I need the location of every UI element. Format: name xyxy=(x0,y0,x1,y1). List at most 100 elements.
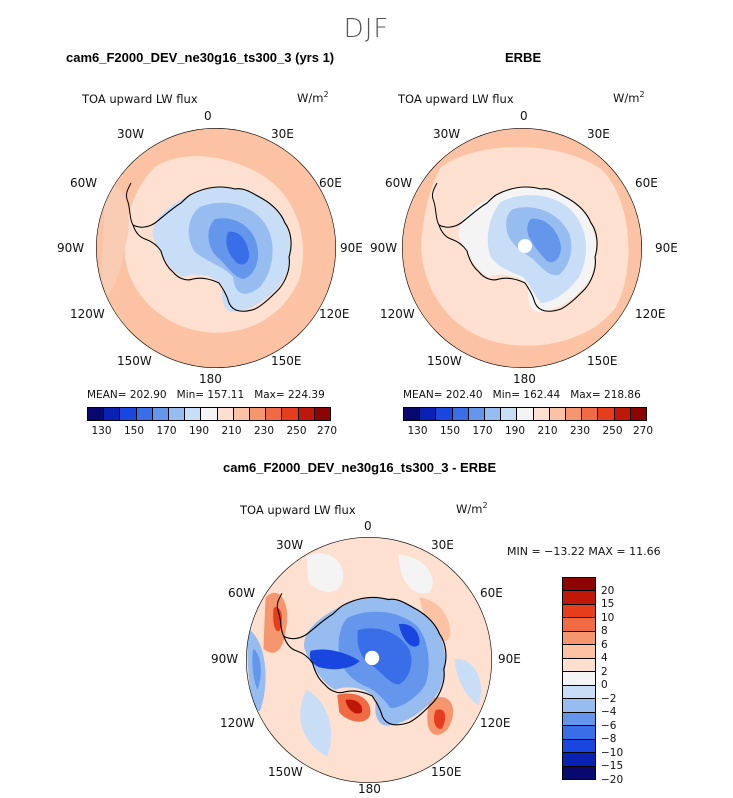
panel2-cb-label: 170 xyxy=(472,425,493,437)
panel2-lon-150w: 150W xyxy=(427,354,462,368)
diff-cb-label: −6 xyxy=(601,719,617,732)
season-title: DJF xyxy=(343,14,390,44)
panel2-lon-180: 180 xyxy=(513,372,536,386)
panel1-colorbar-swatch xyxy=(250,408,267,420)
panel2-colorbar-swatch xyxy=(485,408,502,420)
diff-cb-label: 10 xyxy=(601,611,615,624)
diff-cb-label: 4 xyxy=(601,652,608,664)
diff-lon-60w: 60W xyxy=(228,586,256,600)
panel2-title: ERBE xyxy=(505,50,542,65)
panel1-cb-label: 210 xyxy=(221,425,242,437)
diff-colorbar-swatch xyxy=(563,658,595,673)
panel1-lon-120w: 120W xyxy=(70,307,105,321)
diff-panel-minmax: MIN = −13.22 MAX = 11.66 xyxy=(507,545,661,558)
panel2-colorbar xyxy=(403,407,647,421)
diff-cb-label: −4 xyxy=(601,706,617,718)
panel1-colorbar-swatch xyxy=(282,408,299,420)
panel1-colorbar-swatch xyxy=(298,408,315,420)
diff-lon-30w: 30W xyxy=(276,538,304,552)
panel1-lon-150w: 150W xyxy=(117,354,152,368)
diff-colorbar-swatch xyxy=(563,618,595,632)
diff-cb-label: −10 xyxy=(601,746,624,759)
panel1-colorbar-swatch xyxy=(201,408,218,420)
diff-colorbar-swatch xyxy=(563,578,595,592)
diff-colorbar-swatch xyxy=(563,726,595,740)
diff-panel-title: cam6_F2000_DEV_ne30g16_ts300_3 - ERBE xyxy=(223,460,497,475)
panel1-cb-label: 270 xyxy=(316,425,338,437)
panel1-variable-label: TOA upward LW flux xyxy=(82,92,198,106)
panel2-lon-150e: 150E xyxy=(587,354,618,368)
panel2-colorbar-swatch xyxy=(420,408,437,420)
diff-colorbar-swatch xyxy=(563,645,595,659)
diff-colorbar-swatch xyxy=(563,766,595,780)
panel1-colorbar-swatch xyxy=(266,408,283,420)
diff-panel-variable-label: TOA upward LW flux xyxy=(240,503,356,517)
diff-cb-label: 20 xyxy=(601,584,615,597)
panel2-stats: MEAN= 202.40 Min= 162.44 Max= 218.86 xyxy=(403,389,641,401)
diff-cb-label: 0 xyxy=(601,679,608,691)
panel2-polar-map xyxy=(402,128,642,368)
panel2-units: W/m2 xyxy=(613,90,645,105)
panel2-colorbar-swatch xyxy=(468,408,486,420)
diff-lon-60e: 60E xyxy=(480,586,503,600)
diff-cb-label: −20 xyxy=(601,773,624,786)
diff-colorbar-swatch xyxy=(563,739,595,754)
panel2-lon-120w: 120W xyxy=(380,307,415,321)
panel1-lon-120e: 120E xyxy=(319,307,350,321)
diff-colorbar-labels: 20 15 10 8 6 4 2 0 −2 −4 −6 −8 −10 −15 −… xyxy=(601,577,641,786)
panel2-colorbar-swatch xyxy=(549,408,567,420)
diff-colorbar-swatch xyxy=(563,699,595,713)
panel2-colorbar-swatch xyxy=(614,408,631,420)
panel1-colorbar-swatch xyxy=(104,408,121,420)
panel1-cb-label: 190 xyxy=(188,425,210,437)
diff-colorbar-swatch xyxy=(563,753,595,767)
panel1-lon-90e: 90E xyxy=(340,241,363,255)
panel2-colorbar-swatch xyxy=(501,408,518,420)
diff-colorbar-swatch xyxy=(563,604,595,619)
panel2-colorbar-swatch xyxy=(582,408,599,420)
panel1-colorbar-swatch xyxy=(120,408,137,420)
panel1-lon-60w: 60W xyxy=(70,176,98,190)
diff-lon-90e: 90E xyxy=(498,652,521,666)
diff-lon-120e: 120E xyxy=(480,716,511,730)
panel2-colorbar-swatch xyxy=(533,408,550,420)
panel1-polar-map xyxy=(96,128,336,368)
panel2-lon-60e: 60E xyxy=(635,176,658,190)
panel1-cb-label: 230 xyxy=(253,425,275,437)
panel2-lon-0: 0 xyxy=(520,109,528,123)
panel1-colorbar-swatch xyxy=(314,408,331,420)
panel2-cb-label: 230 xyxy=(569,425,591,437)
diff-cb-label: −8 xyxy=(601,733,617,745)
diff-panel-polar-map xyxy=(246,537,492,783)
diff-cb-label: 15 xyxy=(601,598,615,610)
panel2-cb-label: 190 xyxy=(504,425,526,437)
diff-colorbar-swatch xyxy=(563,631,595,646)
diff-lon-150w: 150W xyxy=(268,765,303,779)
diff-cb-label: −15 xyxy=(601,760,624,772)
panel1-lon-90w: 90W xyxy=(57,241,85,255)
panel1-colorbar-swatch xyxy=(233,408,251,420)
panel2-lon-60w: 60W xyxy=(385,176,413,190)
diff-cb-label: −2 xyxy=(601,692,617,705)
panel1-lon-180: 180 xyxy=(199,372,222,386)
panel2-cb-label: 150 xyxy=(439,425,461,437)
diff-colorbar-swatch xyxy=(563,672,595,686)
panel1-lon-30w: 30W xyxy=(117,127,145,141)
panel2-colorbar-swatch xyxy=(452,408,469,420)
panel1-lon-60e: 60E xyxy=(319,176,342,190)
panel2-cb-label: 210 xyxy=(537,425,558,437)
panel2-colorbar-swatch xyxy=(404,408,421,420)
diff-panel-units: W/m2 xyxy=(456,501,488,516)
panel1-colorbar-swatch xyxy=(152,408,170,420)
panel1-colorbar-swatch xyxy=(217,408,234,420)
panel2-variable-label: TOA upward LW flux xyxy=(398,92,514,106)
panel1-colorbar-swatch xyxy=(169,408,186,420)
panel2-lon-120e: 120E xyxy=(635,307,666,321)
panel2-lon-30w: 30W xyxy=(433,127,461,141)
panel1-title: cam6_F2000_DEV_ne30g16_ts300_3 (yrs 1) xyxy=(66,50,335,65)
panel1-lon-0: 0 xyxy=(204,109,212,123)
diff-colorbar-swatch xyxy=(563,685,595,700)
panel2-cb-label: 250 xyxy=(602,425,623,437)
diff-cb-label: 2 xyxy=(601,665,608,678)
panel2-lon-90w: 90W xyxy=(370,241,398,255)
